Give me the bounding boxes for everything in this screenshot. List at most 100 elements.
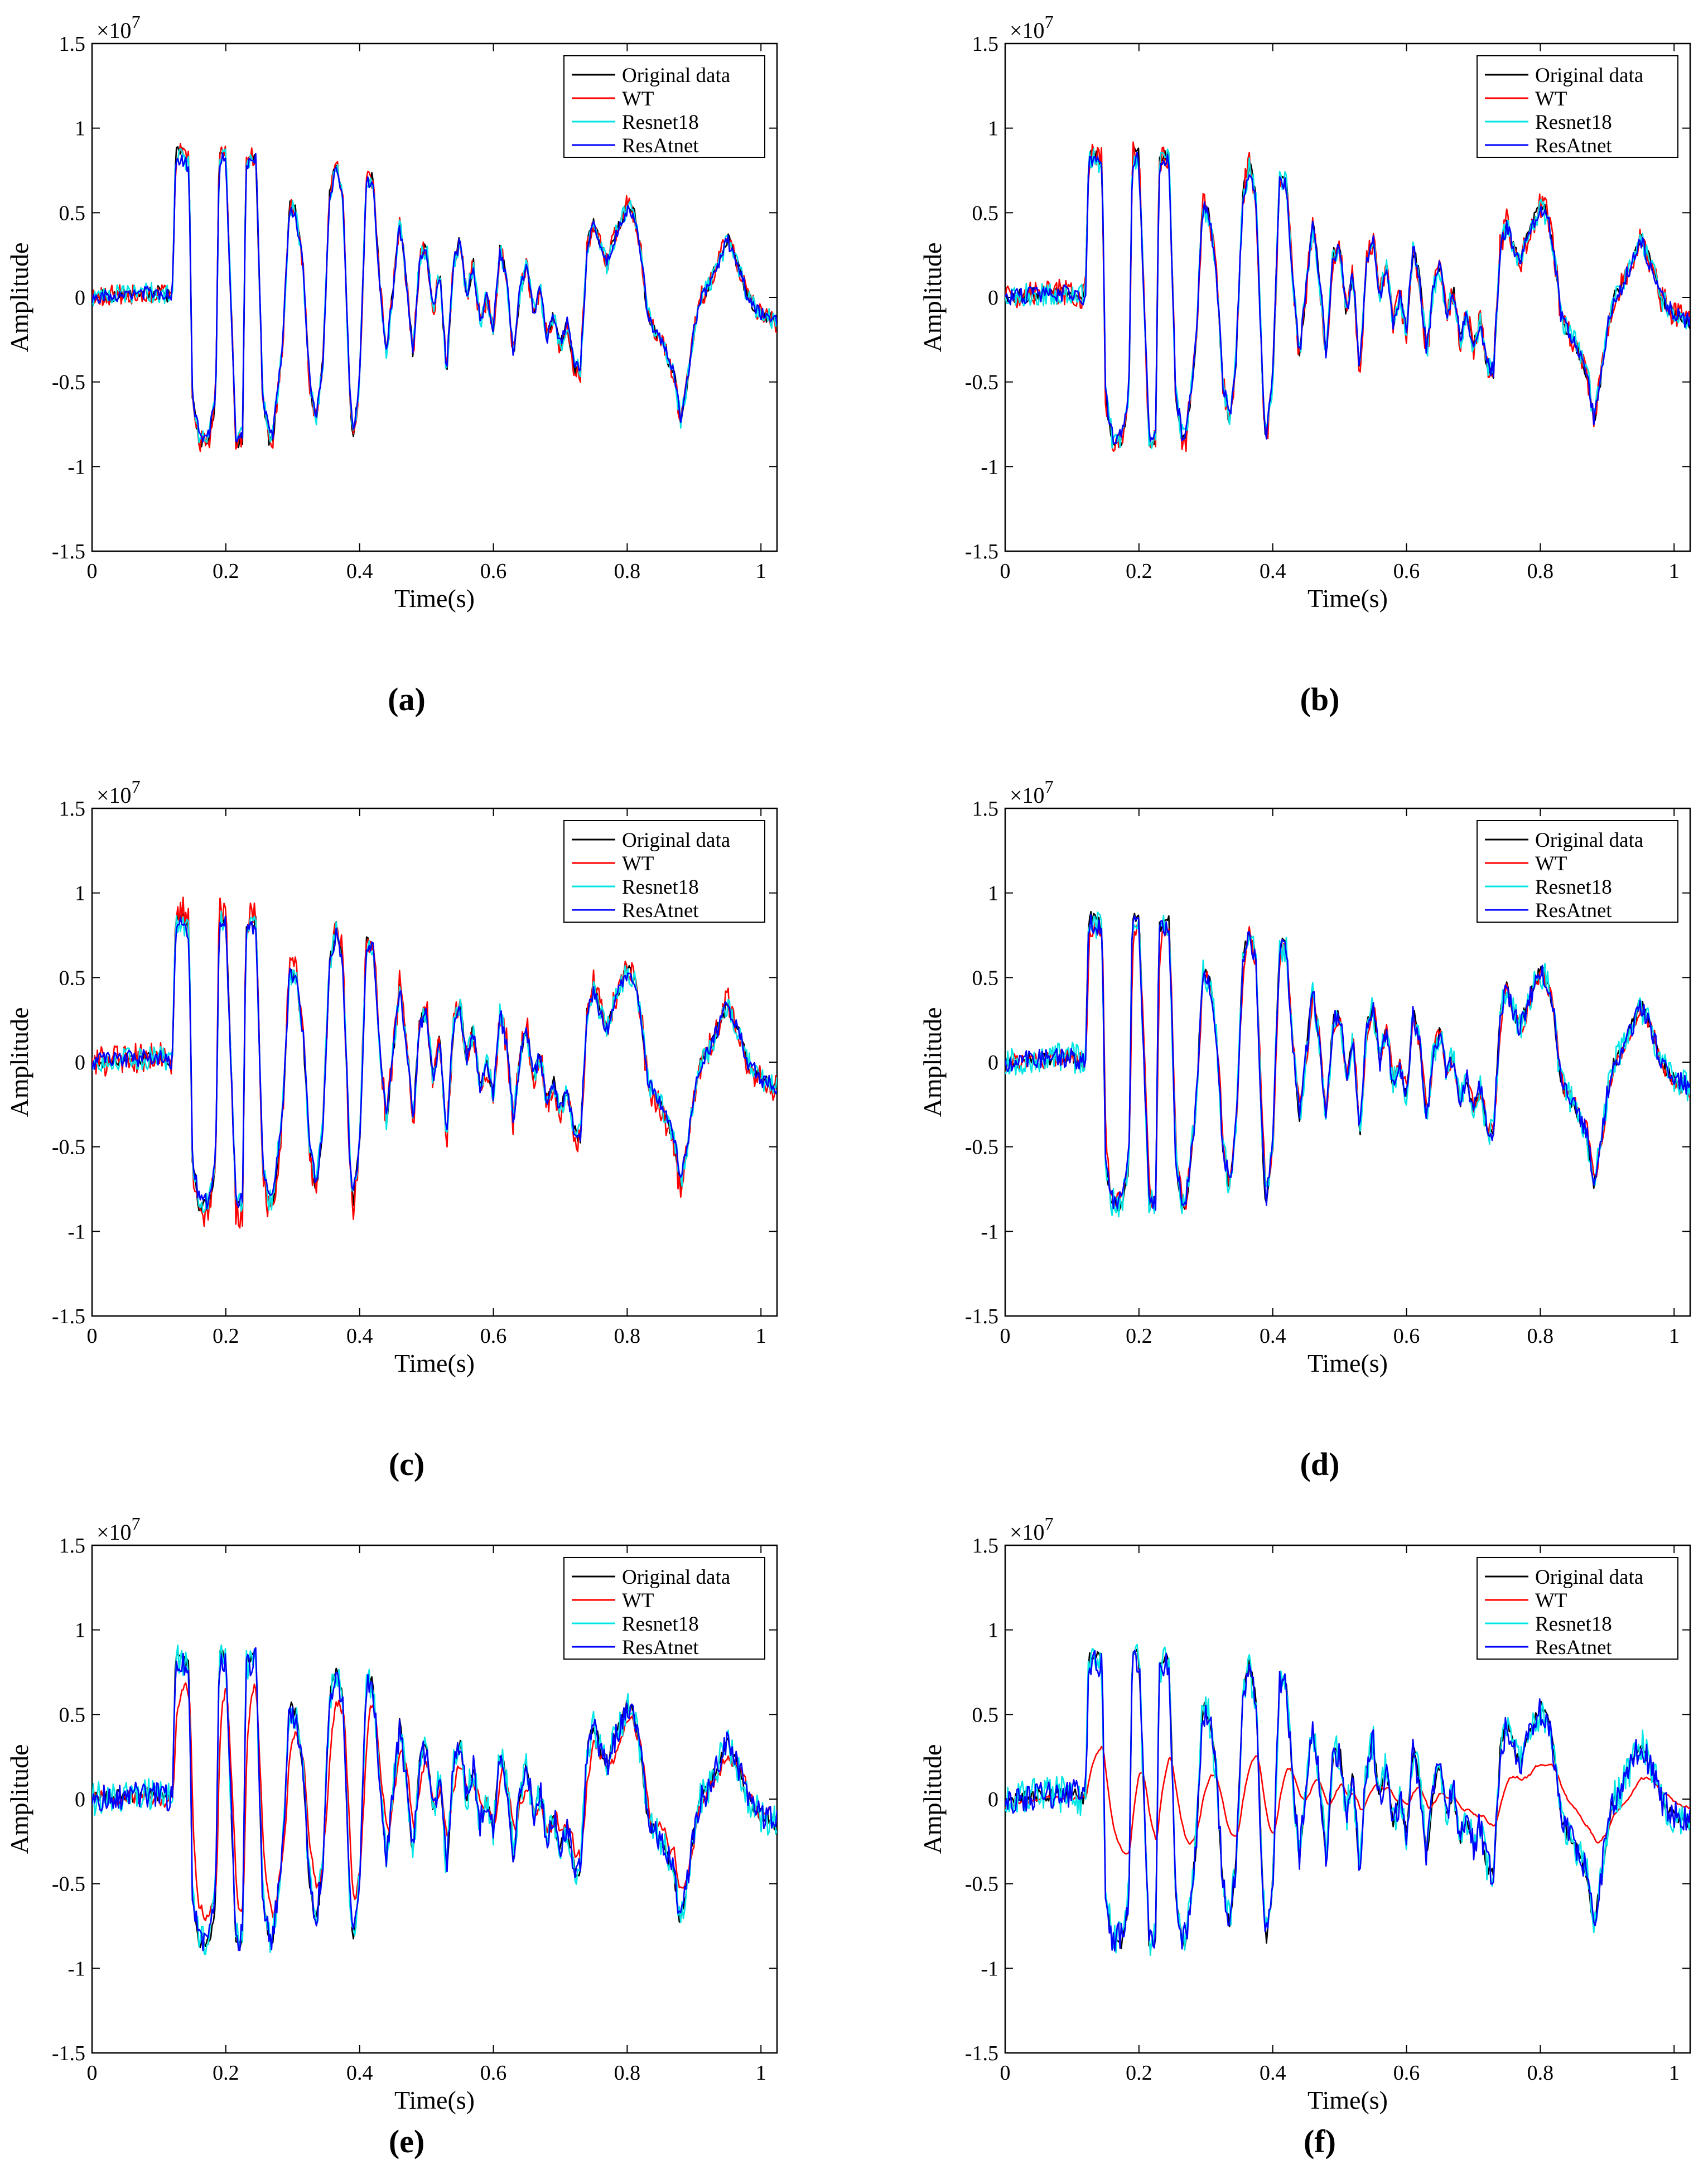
x-tick-label: 0.6 [1393,2061,1420,2085]
y-tick-label: 0.5 [59,1703,86,1727]
x-tick-label: 0.8 [1527,2061,1554,2085]
y-tick-label: 0.5 [972,1703,999,1727]
y-tick-label: -1.5 [965,540,998,563]
series-resatnet [1005,1650,1690,1952]
y-tick-label: -1.5 [965,2042,998,2065]
y-tick-label: -0.5 [965,1136,998,1159]
y-axis-label: Amplitude [918,243,947,353]
y-axis-label: Amplitude [5,1744,33,1854]
y-axis-label: Amplitude [918,1744,947,1854]
x-tick-label: 0 [87,1324,98,1348]
x-tick-label: 1 [1669,560,1680,583]
panel-label: (a) [388,681,426,717]
legend-entry: ResAtnet [1535,134,1612,157]
x-tick-label: 0.2 [213,1324,239,1348]
y-tick-label: 0.5 [972,201,999,225]
panel-a: 0 0.2 0.4 0.6 0.8 1 -1.5 -1 -0.5 0 0.5 1 1.5 ×107 Time… [5,12,778,717]
y-tick-label: 0 [75,1788,85,1811]
series-resatnet [92,152,777,443]
y-tick-label: 1.5 [59,1534,86,1558]
y-tick-label: 0 [75,286,85,310]
legend-entry: Resnet18 [622,876,699,899]
x-axis-label: Time(s) [1307,2086,1388,2114]
series-group [1005,1643,1690,1956]
x-axis-label: Time(s) [1307,584,1388,613]
legend-box [1477,1557,1678,1660]
y-tick-label: 1 [75,117,85,141]
y-axis-label: Amplitude [5,243,33,353]
x-tick-label: 0.6 [480,1324,507,1348]
legend-entry: WT [1535,852,1567,875]
y-tick-label: -1.5 [52,1305,85,1328]
x-tick-label: 1 [1669,1324,1680,1348]
x-axis-label: Time(s) [394,1349,475,1377]
panel-label: (c) [389,1446,424,1482]
panel-label: (f) [1304,2123,1336,2159]
x-tick-label: 0.4 [346,2061,373,2085]
x-tick-label: 0 [1000,560,1011,583]
x-tick-label: 1 [756,560,766,583]
legend-entry: WT [1535,88,1567,110]
y-tick-label: 1.5 [972,797,999,821]
legend-entry: Resnet18 [622,111,699,134]
exponent-label: ×107 [97,12,141,43]
exponent-label: ×107 [97,1513,141,1545]
y-tick-label: 0 [75,1051,85,1074]
exponent-label: ×107 [97,777,141,808]
x-tick-label: 0 [87,2061,98,2085]
x-tick-label: 0 [1000,2061,1011,2085]
exponent-label: ×107 [1010,1513,1054,1545]
y-tick-label: -1.5 [965,1305,998,1328]
x-axis-label: Time(s) [394,2086,475,2114]
x-tick-label: 0.6 [480,2061,507,2085]
series-resnet18 [1005,148,1690,450]
series-group [92,143,777,452]
legend-entry: Original data [1535,1566,1643,1589]
y-tick-label: 0 [988,286,998,310]
x-tick-label: 1 [756,1324,766,1348]
y-tick-label: 1.5 [59,797,86,821]
y-tick-label: -1 [67,455,85,479]
y-tick-label: 1 [988,882,998,905]
x-tick-label: 0.2 [1126,2061,1152,2085]
panel-label: (b) [1300,681,1340,717]
legend-box [1477,55,1678,158]
x-tick-label: 0.2 [1126,560,1152,583]
legend-entry: Resnet18 [622,1613,699,1636]
legend-entry: WT [622,88,654,110]
x-tick-label: 0.4 [1260,1324,1286,1348]
legend-entry: WT [622,1589,654,1612]
x-tick-label: 0.8 [1527,1324,1554,1348]
legend-entry: ResAtnet [622,1636,699,1659]
x-tick-label: 1 [1669,2061,1680,2085]
legend-entry: Resnet18 [1535,876,1612,899]
x-axis-label: Time(s) [394,584,475,613]
y-tick-label: -1 [981,1220,998,1243]
x-tick-label: 0.4 [346,560,373,583]
panel-c: 0 0.2 0.4 0.6 0.8 1 -1.5 -1 -0.5 0 0.5 1 1.5 ×107 Time… [5,777,778,1482]
legend-entry: Original data [1535,829,1643,852]
series-group [1005,141,1690,452]
series-group [92,896,777,1229]
legend-entry: WT [1535,1589,1567,1612]
x-tick-label: 0.8 [614,560,641,583]
y-tick-label: 1 [75,882,85,905]
y-tick-label: -0.5 [965,1873,998,1896]
legend-entry: Original data [622,64,730,87]
x-tick-label: 0.4 [346,1324,373,1348]
y-axis-label: Amplitude [918,1007,947,1117]
y-tick-label: -1 [981,1957,998,1980]
y-tick-label: -1 [67,1220,85,1243]
y-tick-label: -1 [981,455,998,479]
x-tick-label: 0.4 [1260,2061,1286,2085]
legend-entry: Resnet18 [1535,111,1612,134]
y-tick-label: 1 [75,1619,85,1642]
series-group [92,1644,777,1956]
y-tick-label: -1.5 [52,540,85,563]
series-resatnet [92,1647,777,1951]
x-axis-label: Time(s) [1307,1349,1388,1377]
x-tick-label: 1 [756,2061,766,2085]
y-tick-label: -1.5 [52,2042,85,2065]
